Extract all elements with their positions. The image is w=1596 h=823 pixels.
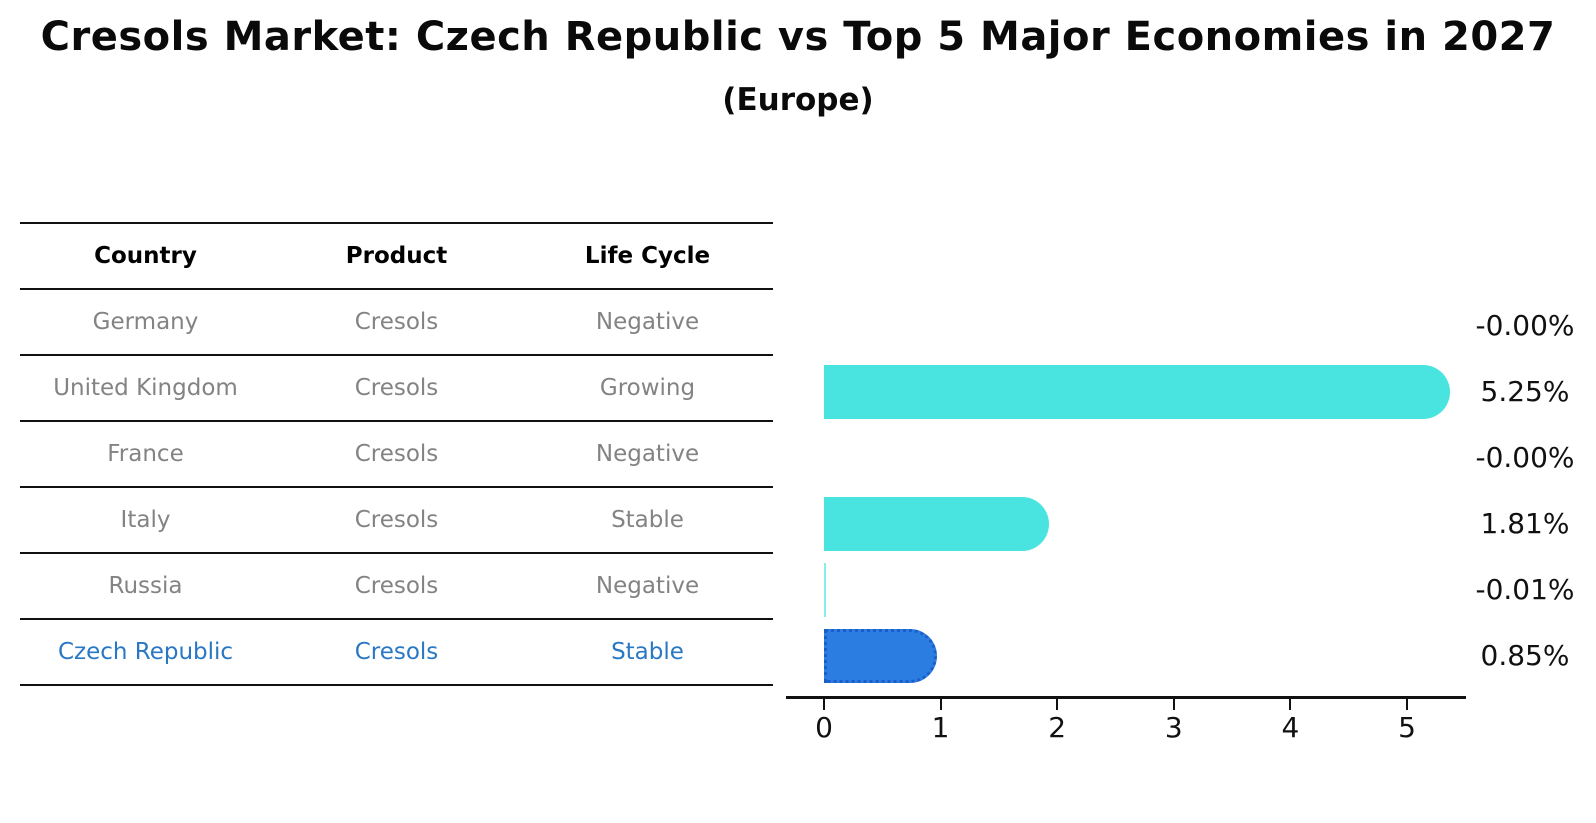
table-cell-country: Czech Republic	[57, 639, 234, 665]
x-tick-mark	[1172, 699, 1175, 710]
table-row: United Kingdom Cresols Growing	[20, 354, 773, 420]
x-tick-mark	[1056, 699, 1059, 710]
x-tick-label: 0	[815, 711, 833, 744]
x-tick-label: 4	[1281, 711, 1300, 744]
table-row: Italy Cresols Stable	[20, 486, 773, 552]
x-tick-mark	[823, 699, 825, 710]
table-cell-product: Cresols	[354, 573, 439, 599]
table-cell-product: Cresols	[354, 441, 439, 467]
bar-value-label: -0.01%	[1475, 573, 1575, 606]
table-cell-product: Cresols	[354, 375, 439, 401]
table-cell-life-cycle: Negative	[595, 309, 700, 335]
table-cell-life-cycle: Stable	[611, 507, 684, 533]
table-cell-life-cycle: Growing	[599, 375, 696, 401]
table-cell-country: United Kingdom	[53, 375, 238, 401]
table-cell-country: Italy	[120, 507, 171, 533]
x-tick-label: 1	[931, 711, 950, 744]
table-row: Czech Republic Cresols Stable	[20, 618, 773, 684]
x-axis-line	[786, 696, 1466, 699]
x-tick-label: 3	[1164, 711, 1183, 744]
table-cell-country: France	[107, 441, 184, 467]
bar-russia	[824, 563, 826, 617]
bar-czech-republic	[824, 629, 938, 683]
x-tick-mark	[1289, 699, 1292, 710]
table-header-cell: Life Cycle	[584, 243, 711, 269]
table-header-row: Country Product Life Cycle	[20, 222, 773, 288]
bar-italy	[824, 497, 1050, 551]
table-cell-life-cycle: Negative	[595, 441, 700, 467]
table-cell-product: Cresols	[354, 507, 439, 533]
table-cell-life-cycle: Stable	[611, 639, 684, 665]
table-cell-product: Cresols	[354, 309, 439, 335]
chart-title: Cresols Market: Czech Republic vs Top 5 …	[40, 14, 1556, 60]
table-cell-product: Cresols	[354, 639, 439, 665]
table-cell-country: Germany	[92, 309, 199, 335]
country-table: Country Product Life Cycle Germany Cresols Ne…	[20, 222, 773, 686]
table-header-cell: Product	[345, 243, 448, 269]
x-tick-label: 2	[1048, 711, 1067, 744]
bar-value-label: 0.85%	[1480, 639, 1570, 672]
table-cell-country: Russia	[108, 573, 183, 599]
bar-value-label: -0.00%	[1475, 309, 1575, 342]
bar-value-label: 5.25%	[1480, 375, 1570, 408]
x-tick-label: 5	[1398, 711, 1416, 744]
table-row: Russia Cresols Negative	[20, 552, 773, 618]
chart-subtitle: (Europe)	[722, 82, 874, 118]
bar-value-label: 1.81%	[1480, 507, 1570, 540]
table-row: Germany Cresols Negative	[20, 288, 773, 354]
x-tick-mark	[939, 699, 942, 710]
table-row: France Cresols Negative	[20, 420, 773, 486]
table-header-cell: Country	[94, 243, 197, 269]
table-cell-life-cycle: Negative	[595, 573, 700, 599]
bar-value-label: -0.00%	[1475, 441, 1575, 474]
bar-united-kingdom	[824, 365, 1451, 419]
x-tick-mark	[1406, 699, 1408, 710]
